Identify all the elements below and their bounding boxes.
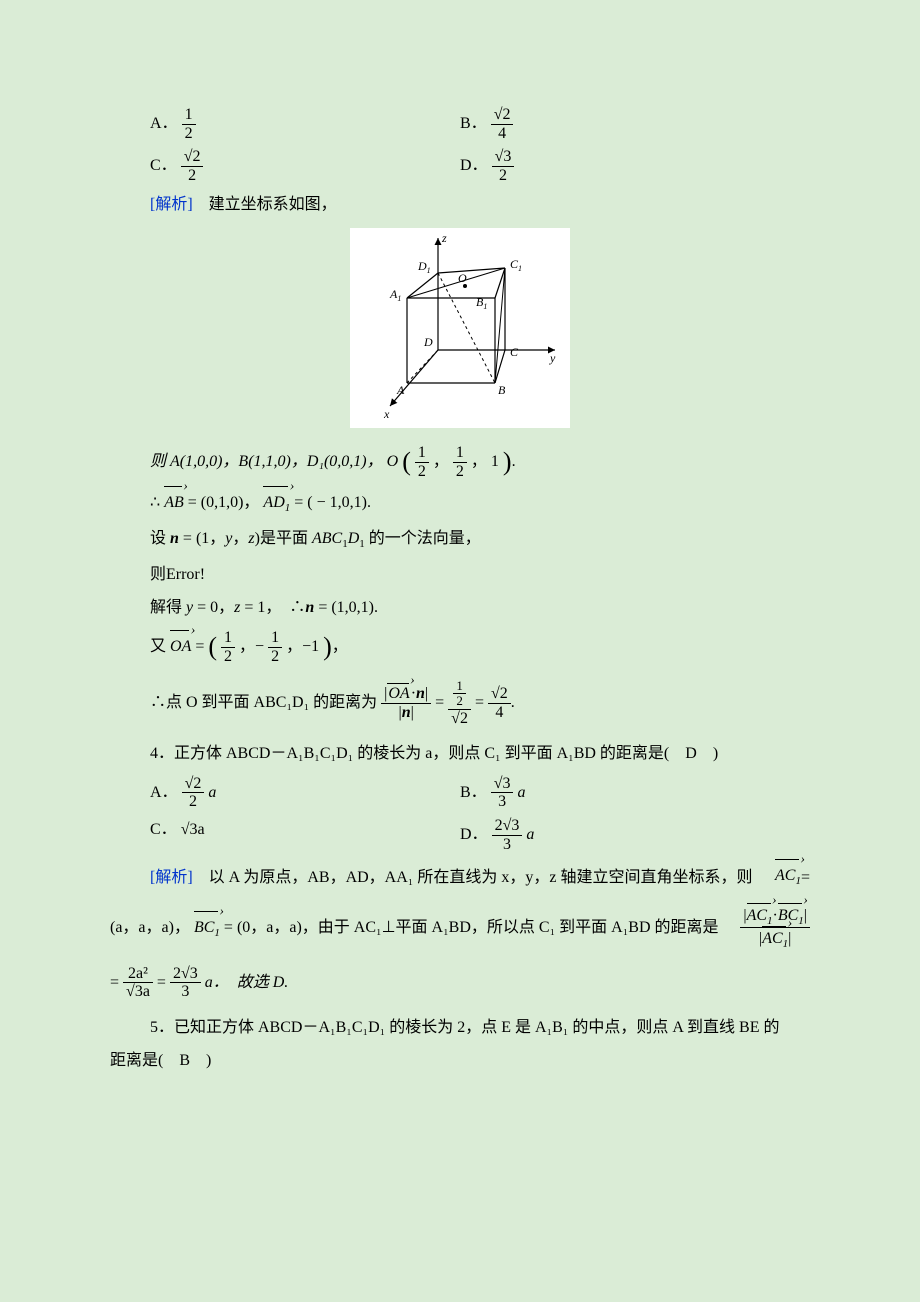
svg-text:z: z [441,231,447,245]
q4-option-D: D． 2√33 a [450,817,760,853]
frac: √2 2 [181,148,204,184]
q3-yz-line: 解得 y = 0，z = 1， ∴n = (1,0,1). [110,595,810,621]
q3-distance-line: ∴点 O 到平面 ABC₁D₁ 的距离为 |OA·n| |n| = 12 √2 … [110,679,810,727]
solution-label: [解析] [150,869,193,886]
svg-text:C: C [510,345,519,359]
q3-n-def: 设 n = (1，y，z)是平面 ABC1D1 的一个法向量， [110,526,810,554]
vec-AD1: AD1 [263,488,290,518]
q3-OA-line: 又 OA = ( 12 ，− 12 ，−1 )， [110,629,810,665]
frac: √2 4 [491,106,514,142]
frac: √3 2 [492,148,515,184]
text: 建立坐标系如图， [193,196,337,213]
vec-OA: OA [170,632,191,660]
vec-AB: AB [164,488,184,516]
q3-figure: z y x A B C D A1 B1 C1 D1 O [350,228,570,428]
q3-vectors-line: ∴ AB = (0,1,0)， AD1 = ( − 1,0,1). [110,488,810,518]
svg-text:O: O [458,271,467,285]
O-label: O [387,453,399,470]
q3-error-line: 则Error! [110,562,810,588]
q4-solution-line1: [解析] 以 A 为原点，AB，AD，AA₁ 所在直线为 x，y，z 轴建立空间… [110,861,810,891]
svg-text:y: y [549,351,556,365]
cube-diagram-svg: z y x A B C D A1 B1 C1 D1 O [350,228,570,428]
q4-option-B: B． √33 a [450,775,760,811]
q3-option-B: B． √2 4 [450,106,760,142]
text: 则 A(1,0,0)，B(1,1,0)，D₁(0,0,1)， [150,453,383,470]
q4-solution-line2: (a，a，a)， BC1 = (0，a，a)，由于 AC₁⊥平面 A₁BD，所以… [110,905,810,951]
svg-text:C1: C1 [510,257,522,273]
q4-option-C: C． √3a [110,817,450,853]
opt-label: A． [150,115,178,132]
q3-option-C: C． √2 2 [110,148,450,184]
opt-label: D． [460,157,488,174]
frac: 1 2 [182,106,196,142]
svg-text:A: A [396,383,405,397]
q5-stem-line1: 5．已知正方体 ABCD－A₁B₁C₁D₁ 的棱长为 2，点 E 是 A₁B₁ … [110,1015,810,1041]
svg-text:x: x [383,407,390,421]
q4-option-A: A． √22 a [110,775,450,811]
q3-points-line: 则 A(1,0,0)，B(1,1,0)，D₁(0,0,1)， O ( 12 ， … [110,444,810,480]
q4-option-row-2: C． √3a D． 2√33 a [110,817,810,853]
q4-option-row-1: A． √22 a B． √33 a [110,775,810,811]
q3-option-row-1: A． 1 2 B． √2 4 [110,106,810,142]
q4-stem: 4．正方体 ABCD－A₁B₁C₁D₁ 的棱长为 a，则点 C₁ 到平面 A₁B… [110,741,810,767]
solution-label: [解析] [150,196,193,213]
page: A． 1 2 B． √2 4 C． √2 2 D． √3 2 [0,0,920,1302]
q3-solution-intro: [解析] 建立坐标系如图， [110,192,810,218]
Oz: 1 [491,453,499,470]
q3-option-A: A． 1 2 [110,106,450,142]
q5-stem-line2: 距离是( B ) [110,1048,810,1074]
q4-solution-line3: = 2a²√3a = 2√33 a． 故选 D. [110,965,810,1001]
svg-text:D1: D1 [417,259,431,275]
q3-option-D: D． √3 2 [450,148,760,184]
opt-label: B． [460,115,487,132]
vec-AC1: AC1 [775,861,801,891]
q3-option-row-2: C． √2 2 D． √3 2 [110,148,810,184]
q4-big-frac: |AC1·BC1| |AC1| [740,905,810,951]
svg-text:B1: B1 [476,295,487,311]
opt-label: C． [150,157,177,174]
svg-text:A1: A1 [389,287,401,303]
svg-text:B: B [498,383,506,397]
svg-text:D: D [423,335,433,349]
vec-BC1: BC1 [194,913,220,943]
